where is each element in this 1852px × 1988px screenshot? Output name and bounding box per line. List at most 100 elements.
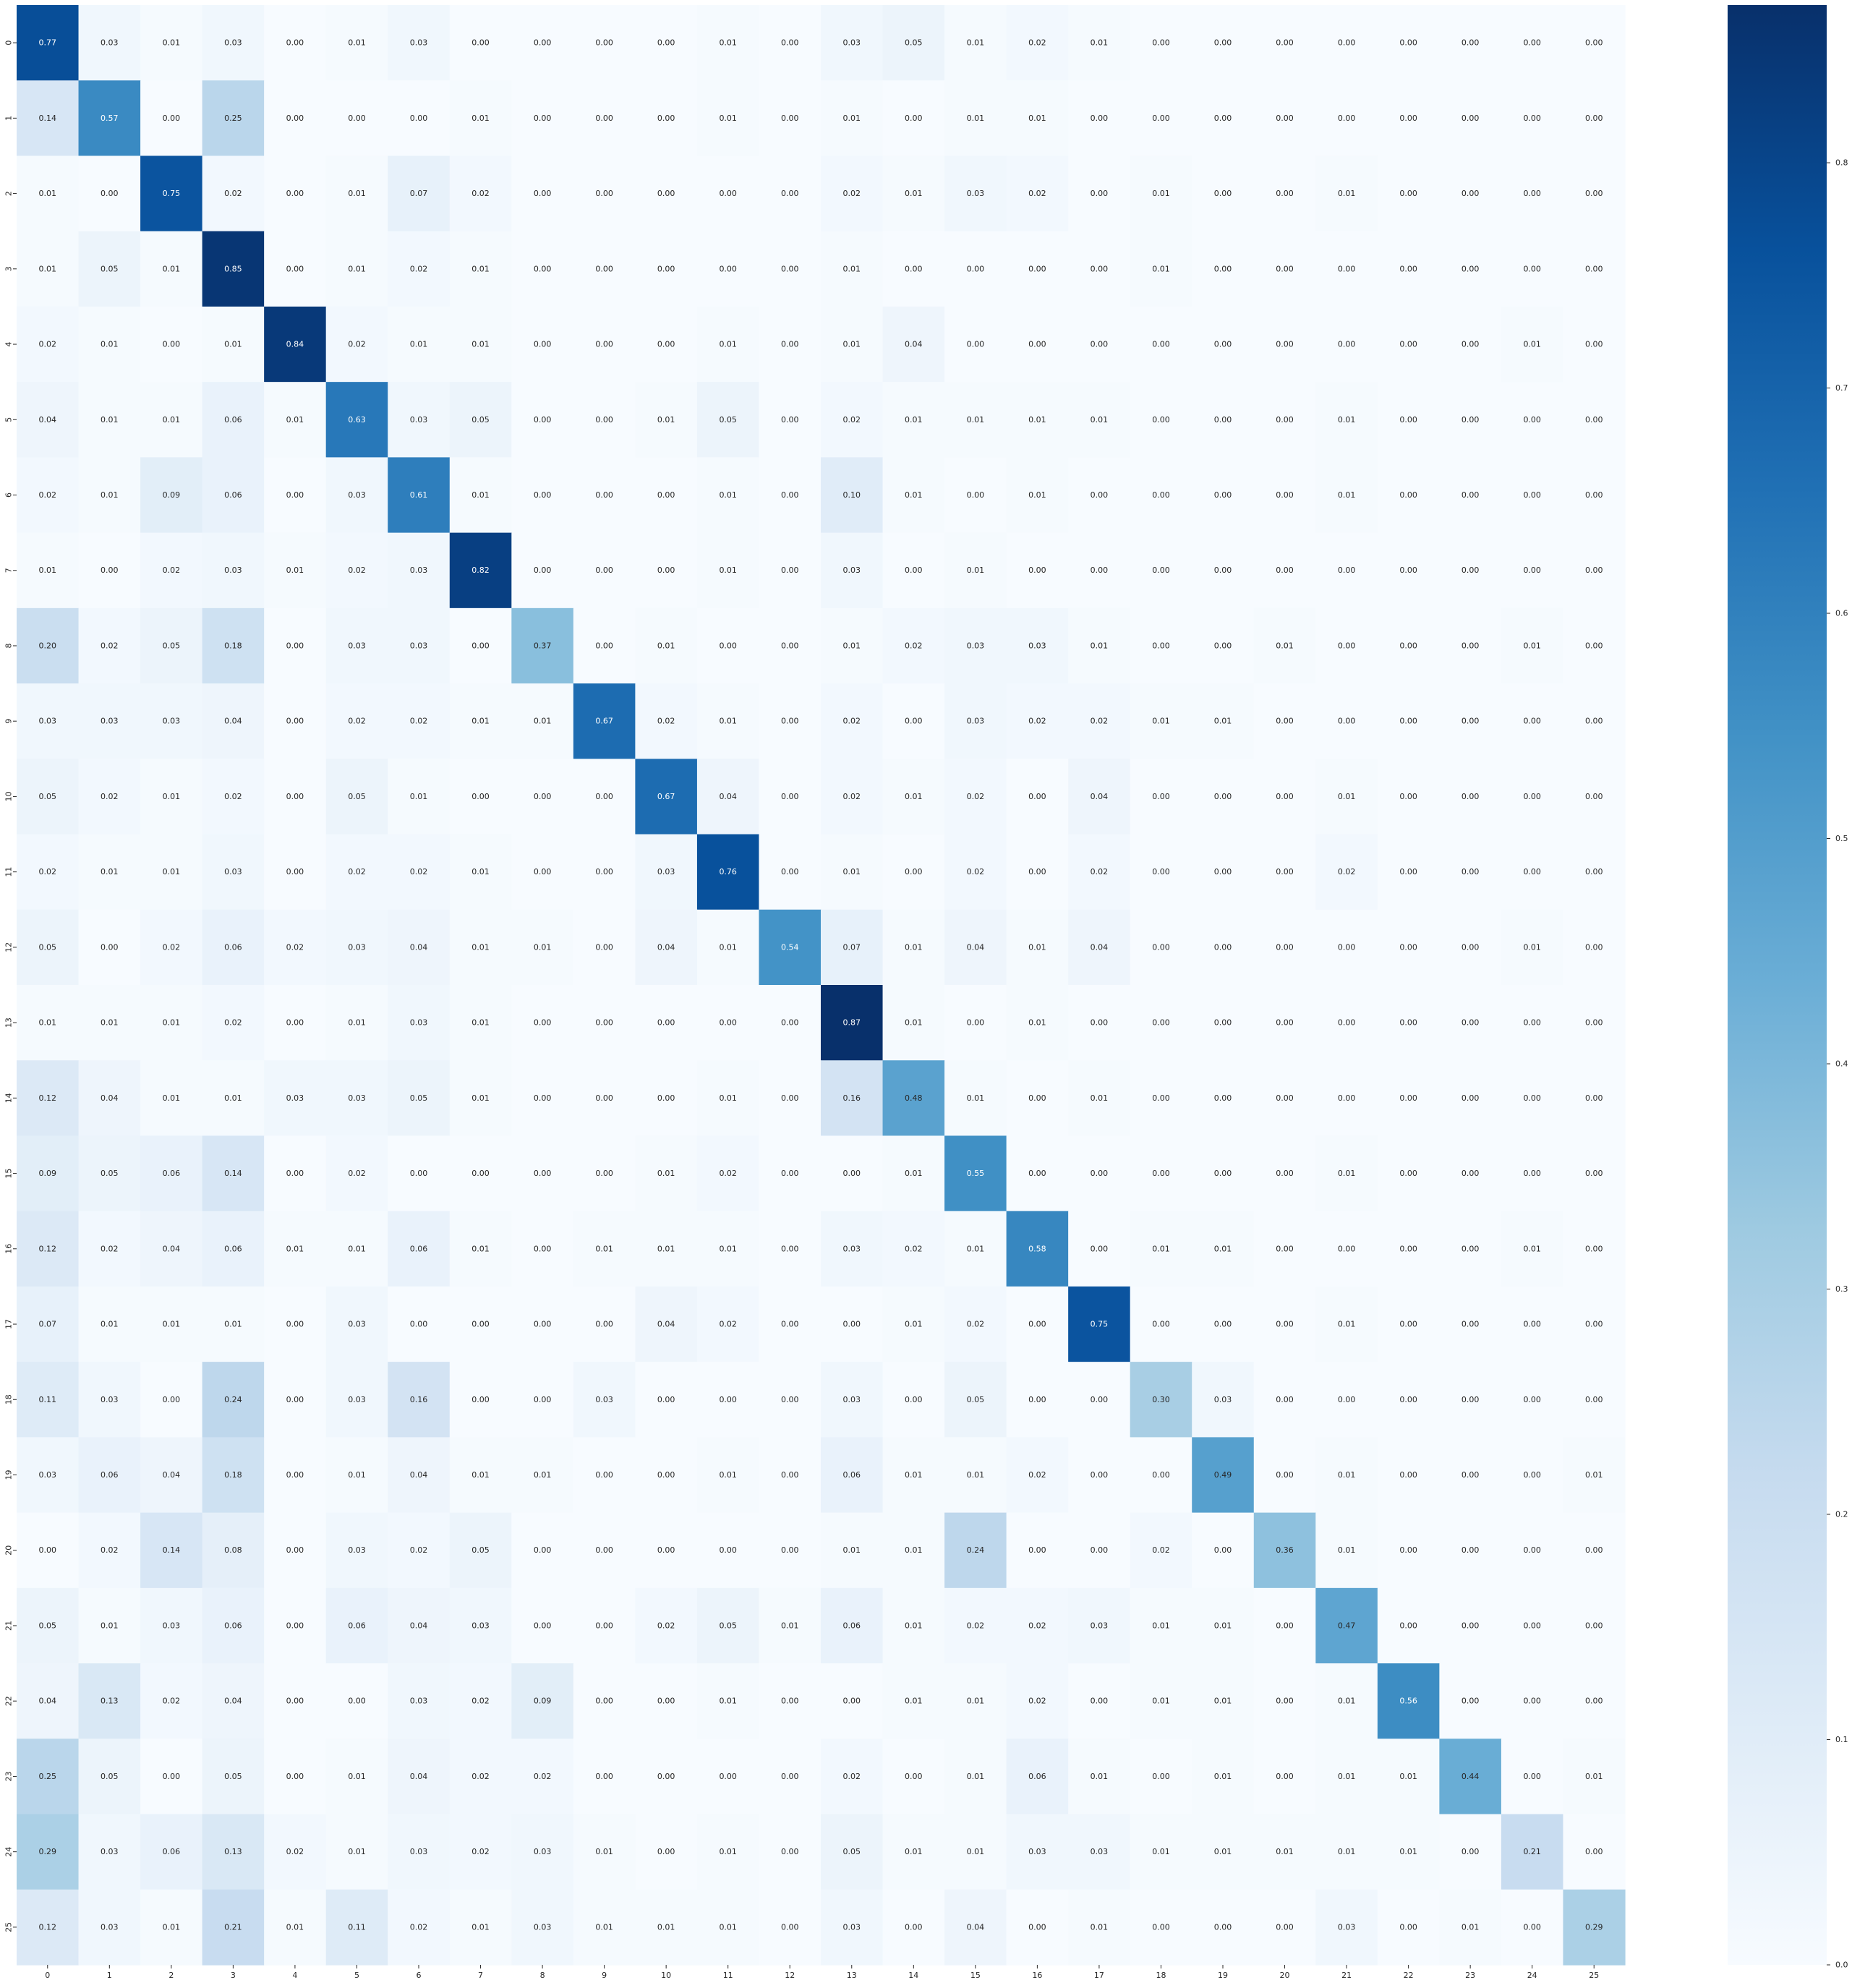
- cell-value-label: 0.02: [286, 1847, 304, 1856]
- cell-value-label: 0.00: [595, 1018, 613, 1028]
- cell-value-label: 0.01: [224, 1320, 242, 1329]
- heatmap-cell: [1377, 231, 1440, 307]
- heatmap-cell: [1563, 1060, 1626, 1137]
- cell-value-label: 0.00: [1091, 189, 1109, 198]
- heatmap-cell: [1068, 683, 1131, 759]
- cell-value-label: 0.01: [101, 415, 119, 425]
- cell-value-label: 0.02: [905, 641, 923, 650]
- cell-value-label: 0.00: [595, 1470, 613, 1480]
- heatmap-cell: [821, 985, 884, 1061]
- cell-value-label: 0.00: [1461, 867, 1480, 876]
- colorbar-tick-label: 0.8: [1835, 158, 1848, 168]
- heatmap-cell: [388, 1739, 451, 1815]
- cell-value-label: 0.05: [843, 1847, 861, 1856]
- heatmap-cell: [1130, 683, 1192, 759]
- cell-value-label: 0.00: [1523, 1169, 1541, 1178]
- cell-value-label: 0.00: [1214, 566, 1232, 575]
- cell-value-label: 0.03: [410, 1847, 428, 1856]
- heatmap-cell: [1006, 5, 1069, 81]
- cell-value-label: 0.00: [1399, 1244, 1417, 1253]
- cell-value-label: 0.04: [163, 1470, 181, 1480]
- heatmap-cell: [1130, 532, 1192, 609]
- heatmap-cell: [1501, 1587, 1564, 1664]
- cell-value-label: 0.00: [1091, 340, 1109, 349]
- heatmap-cell: [325, 532, 388, 609]
- heatmap-cell: [1501, 231, 1564, 307]
- cell-value-label: 0.00: [1399, 641, 1417, 650]
- cell-value-label: 0.00: [1585, 1621, 1603, 1630]
- heatmap-cell: [882, 1889, 945, 1966]
- heatmap-cell: [388, 1060, 451, 1137]
- heatmap-cell: [1006, 1587, 1069, 1664]
- cell-value-label: 0.02: [471, 1772, 490, 1781]
- heatmap-cell: [944, 155, 1007, 232]
- cell-value-label: 0.00: [595, 867, 613, 876]
- heatmap-cell: [140, 80, 203, 157]
- cell-value-label: 0.03: [657, 867, 675, 876]
- cell-value-label: 0.00: [1399, 1621, 1417, 1630]
- heatmap-cell: [944, 1889, 1007, 1966]
- y-tick-label: 16: [4, 1244, 14, 1254]
- heatmap-cell: [388, 306, 451, 383]
- heatmap-cell: [944, 1512, 1007, 1589]
- heatmap-cell: [944, 985, 1007, 1061]
- cell-value-label: 0.06: [163, 1169, 181, 1178]
- cell-value-label: 0.01: [286, 566, 304, 575]
- cell-value-label: 0.49: [1214, 1470, 1232, 1480]
- cell-value-label: 0.03: [348, 942, 366, 952]
- cell-value-label: 0.00: [1091, 1545, 1109, 1555]
- cell-value-label: 0.05: [410, 1093, 428, 1103]
- heatmap-cell: [1377, 1211, 1440, 1287]
- cell-value-label: 0.06: [101, 1470, 119, 1480]
- cell-value-label: 0.00: [1214, 1922, 1232, 1932]
- cell-value-label: 0.00: [1276, 1470, 1294, 1480]
- heatmap-cell: [388, 1814, 451, 1890]
- heatmap-cell: [1253, 683, 1316, 759]
- cell-value-label: 0.76: [719, 867, 737, 876]
- heatmap-cell: [1006, 1889, 1069, 1966]
- heatmap-cell: [17, 834, 80, 910]
- cell-value-label: 0.03: [534, 1922, 552, 1932]
- heatmap-cell: [882, 834, 945, 910]
- heatmap-cell: [511, 1512, 574, 1589]
- heatmap-cell: [140, 985, 203, 1061]
- cell-value-label: 0.01: [286, 1922, 304, 1932]
- heatmap-cell: [78, 80, 141, 157]
- cell-value-label: 0.01: [1338, 1320, 1356, 1329]
- x-tick-label: 19: [1218, 1971, 1228, 1980]
- cell-value-label: 0.03: [101, 1847, 119, 1856]
- heatmap-cell: [1377, 985, 1440, 1061]
- cell-value-label: 0.00: [1585, 1018, 1603, 1028]
- cell-value-label: 0.04: [905, 340, 923, 349]
- heatmap-cell: [821, 1512, 884, 1589]
- cell-value-label: 0.00: [1399, 189, 1417, 198]
- heatmap-cell: [325, 1739, 388, 1815]
- heatmap-cell: [1130, 1060, 1192, 1137]
- cell-value-label: 0.00: [286, 1772, 304, 1781]
- heatmap-cell: [1377, 834, 1440, 910]
- heatmap-cell: [140, 1211, 203, 1287]
- heatmap-cell: [1192, 834, 1255, 910]
- cell-value-label: 0.00: [781, 1169, 799, 1178]
- heatmap-cell: [1192, 231, 1255, 307]
- heatmap-cell: [388, 532, 451, 609]
- heatmap-cell: [1006, 532, 1069, 609]
- heatmap-cell: [388, 607, 451, 684]
- heatmap-cell: [202, 834, 265, 910]
- heatmap-cell: [202, 1437, 265, 1514]
- cell-value-label: 0.00: [1338, 264, 1356, 273]
- cell-value-label: 0.01: [1091, 1922, 1109, 1932]
- heatmap-cell: [1068, 532, 1131, 609]
- cell-value-label: 0.02: [905, 1244, 923, 1253]
- heatmap-cell: [78, 1362, 141, 1438]
- cell-value-label: 0.01: [224, 1093, 242, 1103]
- cell-value-label: 0.01: [1214, 1697, 1232, 1706]
- heatmap-cell: [696, 1512, 760, 1589]
- heatmap-cell: [449, 306, 512, 383]
- heatmap-cell: [78, 1739, 141, 1815]
- heatmap-cell: [1130, 1663, 1192, 1739]
- heatmap-cell: [1130, 909, 1192, 986]
- heatmap-cell: [202, 457, 265, 534]
- cell-value-label: 0.00: [101, 189, 119, 198]
